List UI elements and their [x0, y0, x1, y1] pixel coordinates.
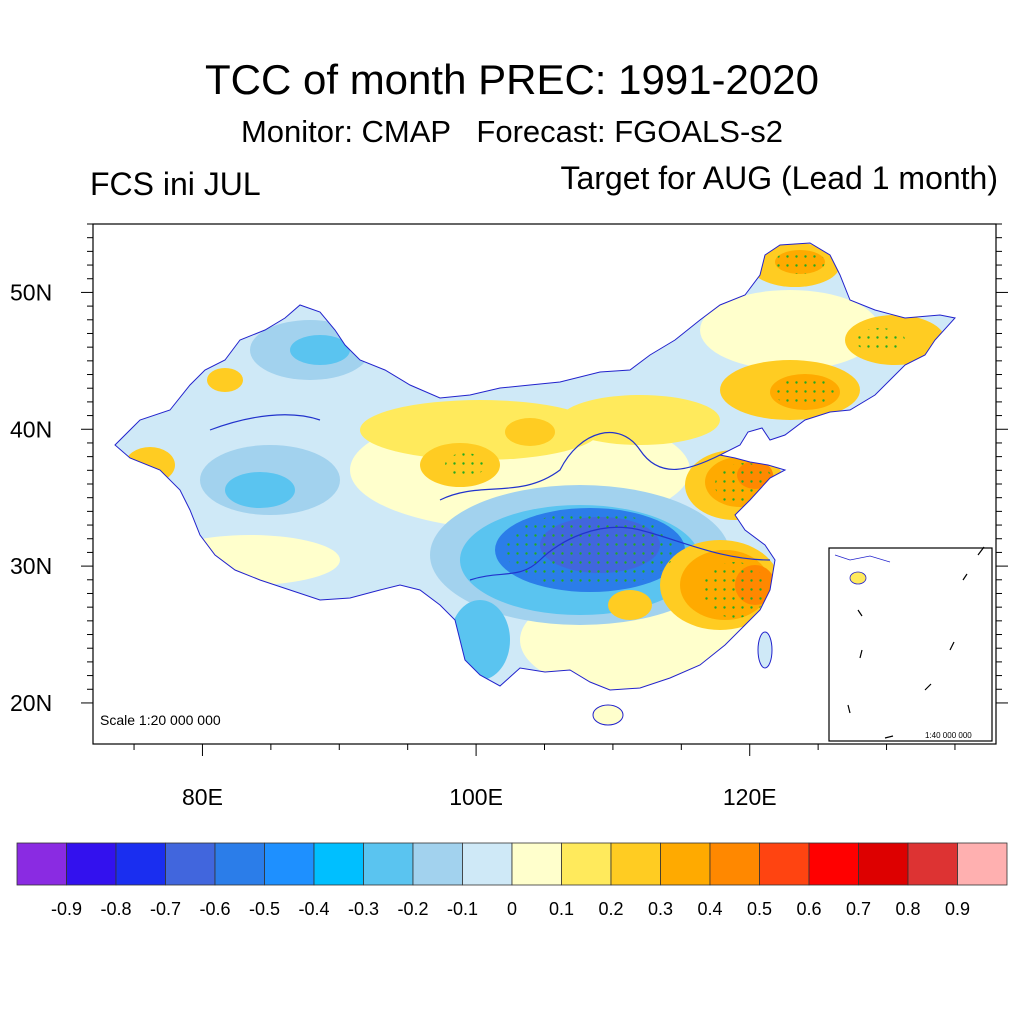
colorbar-swatch — [165, 842, 216, 886]
colorbar-swatch — [264, 842, 315, 886]
lat-label-40N: 40N — [10, 416, 52, 442]
colorbar-swatch — [610, 842, 661, 886]
south-china-sea-inset: 1:40 000 000 — [828, 546, 993, 742]
colorbar-label: -0.8 — [100, 899, 131, 919]
colorbar-label: 0.8 — [895, 899, 920, 919]
inset-scale-text: 1:40 000 000 — [925, 731, 972, 740]
colorbar-label: -0.2 — [397, 899, 428, 919]
colorbar-swatch — [561, 842, 612, 886]
latitude-labels: 20N 30N 40N 50N — [10, 279, 52, 716]
colorbar-swatch — [511, 842, 562, 886]
positive-band-north — [360, 400, 600, 460]
colorbar-label: 0.9 — [945, 899, 970, 919]
yangtze-river — [469, 526, 771, 581]
colorbar-label: -0.3 — [348, 899, 379, 919]
colorbar-swatch — [16, 842, 67, 886]
colorbar-label: -0.5 — [249, 899, 280, 919]
colorbar-label: -0.7 — [150, 899, 181, 919]
map-scale-text: Scale 1:20 000 000 — [100, 712, 221, 728]
colorbar-label: -0.1 — [447, 899, 478, 919]
zero-band-ne — [700, 290, 880, 370]
colorbar-swatch — [313, 842, 364, 886]
colorbar-swatch — [957, 842, 1008, 886]
positive-ningxia — [505, 418, 555, 446]
colorbar-label: -0.4 — [298, 899, 329, 919]
lat-label-30N: 30N — [10, 553, 52, 579]
significance-gansu — [445, 453, 485, 477]
colorbar — [16, 842, 1008, 886]
colorbar-swatch — [709, 842, 760, 886]
colorbar-swatch — [115, 842, 166, 886]
colorbar-label: 0.3 — [648, 899, 673, 919]
colorbar-label: 0.6 — [796, 899, 821, 919]
colorbar-label: 0.5 — [747, 899, 772, 919]
colorbar-label: 0.4 — [697, 899, 722, 919]
significance-jilin — [775, 376, 835, 408]
colorbar-swatch — [660, 842, 711, 886]
colorbar-swatch — [462, 842, 513, 886]
lat-label-50N: 50N — [10, 279, 52, 305]
colorbar-swatch — [214, 842, 265, 886]
colorbar-swatch — [808, 842, 859, 886]
lon-label-120E: 120E — [723, 784, 777, 810]
negative-xinjiang-core — [290, 335, 350, 365]
significance-heilongjiang-east — [855, 328, 905, 352]
negative-tarim-core — [225, 472, 295, 508]
colorbar-label: -0.6 — [199, 899, 230, 919]
significance-yangtze — [703, 562, 767, 618]
china-border — [114, 242, 956, 691]
colorbar-swatch — [363, 842, 414, 886]
map-subtitle: Monitor: CMAP Forecast: FGOALS-s2 — [240, 114, 784, 149]
correlation-field — [115, 243, 955, 690]
colorbar-label: -0.9 — [51, 899, 82, 919]
longitude-labels: 80E 100E 120E — [182, 784, 777, 810]
colorbar-swatch — [858, 842, 909, 886]
colorbar-swatch — [907, 842, 958, 886]
significance-sichuan — [505, 512, 675, 588]
map-title: TCC of month PREC: 1991-2020 — [205, 56, 819, 103]
colorbar-label: 0 — [507, 899, 517, 919]
lon-label-80E: 80E — [182, 784, 223, 810]
colorbar-swatch — [66, 842, 117, 886]
hainan-island — [592, 704, 624, 726]
positive-band-hebei — [560, 395, 720, 445]
colorbar-swatch — [759, 842, 810, 886]
colorbar-label: 0.7 — [846, 899, 871, 919]
colorbar-label: 0.2 — [598, 899, 623, 919]
lat-label-20N: 20N — [10, 690, 52, 716]
lon-label-100E: 100E — [449, 784, 503, 810]
tarim-river — [209, 414, 321, 431]
colorbar-swatch — [412, 842, 463, 886]
target-label: Target for AUG (Lead 1 month) — [560, 160, 998, 196]
yellow-river — [439, 432, 721, 501]
significance-heilongjiang — [775, 250, 825, 274]
positive-nw-spot — [207, 368, 243, 392]
forecast-init-label: FCS ini JUL — [90, 166, 261, 202]
taiwan-island — [757, 631, 773, 669]
map-ticks — [81, 223, 1008, 756]
colorbar-labels: -0.9 -0.8 -0.7 -0.6 -0.5 -0.4 -0.3 -0.2 -0.1 0 0.1… — [51, 899, 970, 919]
colorbar-label: 0.1 — [549, 899, 574, 919]
positive-hunan — [608, 590, 652, 620]
